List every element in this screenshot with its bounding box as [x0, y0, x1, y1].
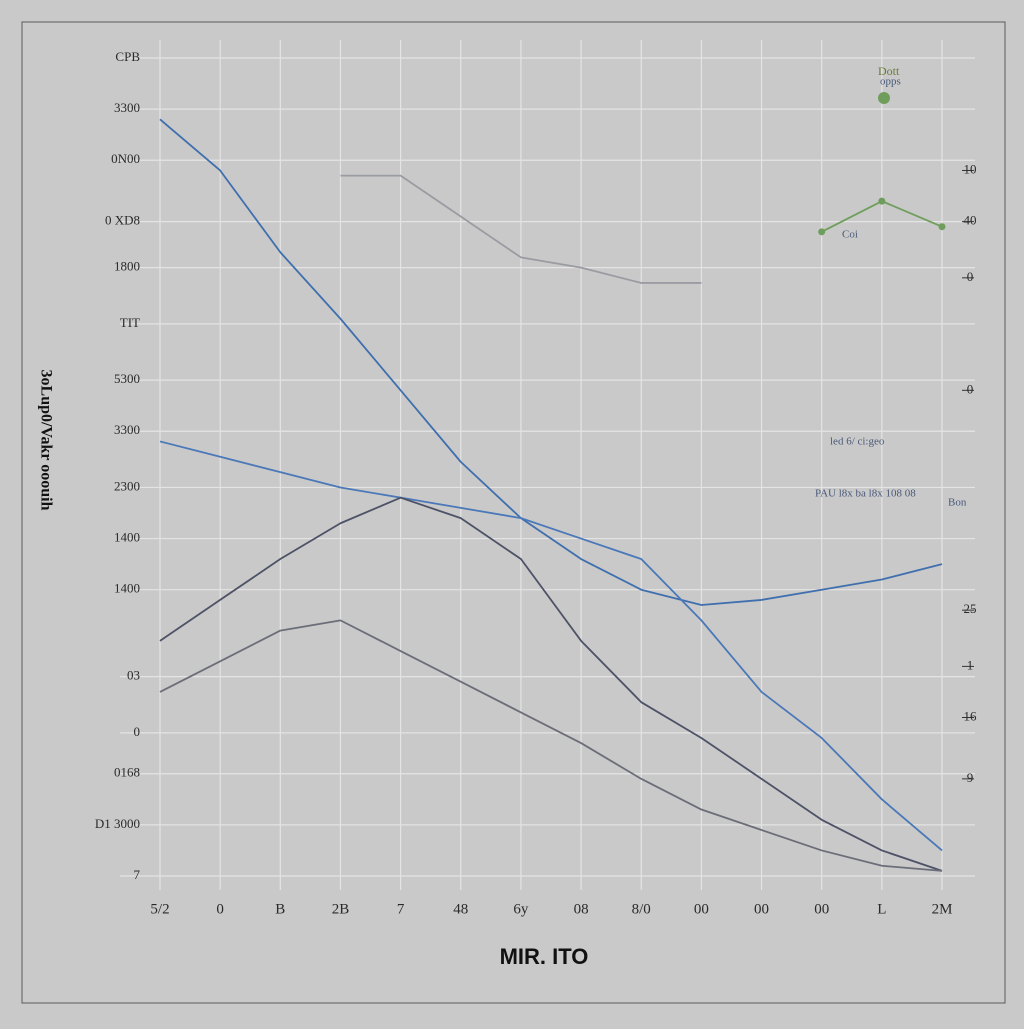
frame [21, 21, 1006, 1004]
y-tick-label: 1400 [114, 581, 140, 596]
annotation: opps [880, 76, 901, 88]
y2-tick-label: 16 [964, 708, 978, 723]
x-tick-label: 48 [453, 901, 468, 917]
x-tick-label: 8/0 [632, 901, 651, 917]
x-tick-label: 2B [332, 901, 350, 917]
y-axis-label: 3oLup0/Vakr ooouih [37, 370, 54, 511]
y-tick-label: CPB [115, 49, 140, 64]
x-tick-label: 08 [574, 901, 589, 917]
x-tick-label: 00 [814, 901, 829, 917]
x-tick-label: B [275, 901, 285, 917]
y-tick-label: 0 [134, 724, 141, 739]
series-line [159, 619, 943, 872]
x-tick-label: 00 [694, 901, 709, 917]
series-point [938, 223, 946, 231]
annotation: led 6/ ci:geo [830, 436, 885, 448]
y-tick-label: 03 [127, 668, 140, 683]
y-tick-label: 5300 [114, 371, 140, 386]
y2-tick-label: 0 [967, 381, 974, 396]
series-line [159, 118, 943, 606]
x-tick-label: 6y [513, 901, 529, 917]
x-tick-label: 00 [754, 901, 769, 917]
annotation: Coi [842, 229, 858, 241]
annotation: PAU l8x ba l8x 108 08 [815, 488, 916, 500]
y2-tick-label: 10 [964, 161, 977, 176]
y2-tick-label: 9 [967, 770, 974, 785]
y-tick-label: 2300 [114, 478, 140, 493]
y-tick-label: 1800 [114, 259, 140, 274]
x-tick-label: L [877, 901, 886, 917]
series-point [878, 197, 886, 205]
y2-tick-label: 1 [967, 657, 974, 672]
y-tick-label: 1400 [114, 530, 140, 545]
y-tick-label: 7 [134, 867, 141, 882]
series-line [159, 496, 943, 872]
x-axis-label: MIR. ITO [500, 944, 589, 969]
y-tick-label: TIT [120, 315, 140, 330]
y-tick-label: 0N00 [111, 151, 140, 166]
x-tick-label: 2M [932, 901, 953, 917]
y2-tick-label: 40 [964, 213, 977, 228]
x-tick-label: 7 [397, 901, 405, 917]
legend-marker [878, 92, 890, 104]
y2-tick-label: 25 [964, 601, 977, 616]
series-line [340, 174, 702, 284]
x-tick-label: 5/2 [150, 901, 169, 917]
series-line [159, 440, 943, 852]
y-tick-label: D1 3000 [95, 816, 140, 831]
x-tick-label: 0 [216, 901, 224, 917]
y-tick-label: 3300 [114, 100, 140, 115]
series-point [818, 228, 826, 236]
annotation: Bon [948, 497, 967, 509]
y-tick-label: 0 XD8 [105, 213, 140, 228]
y-tick-label: 0168 [114, 765, 140, 780]
y2-tick-label: 0 [967, 269, 974, 284]
legend-label: Dott [878, 64, 900, 78]
y-tick-label: 3300 [114, 422, 140, 437]
